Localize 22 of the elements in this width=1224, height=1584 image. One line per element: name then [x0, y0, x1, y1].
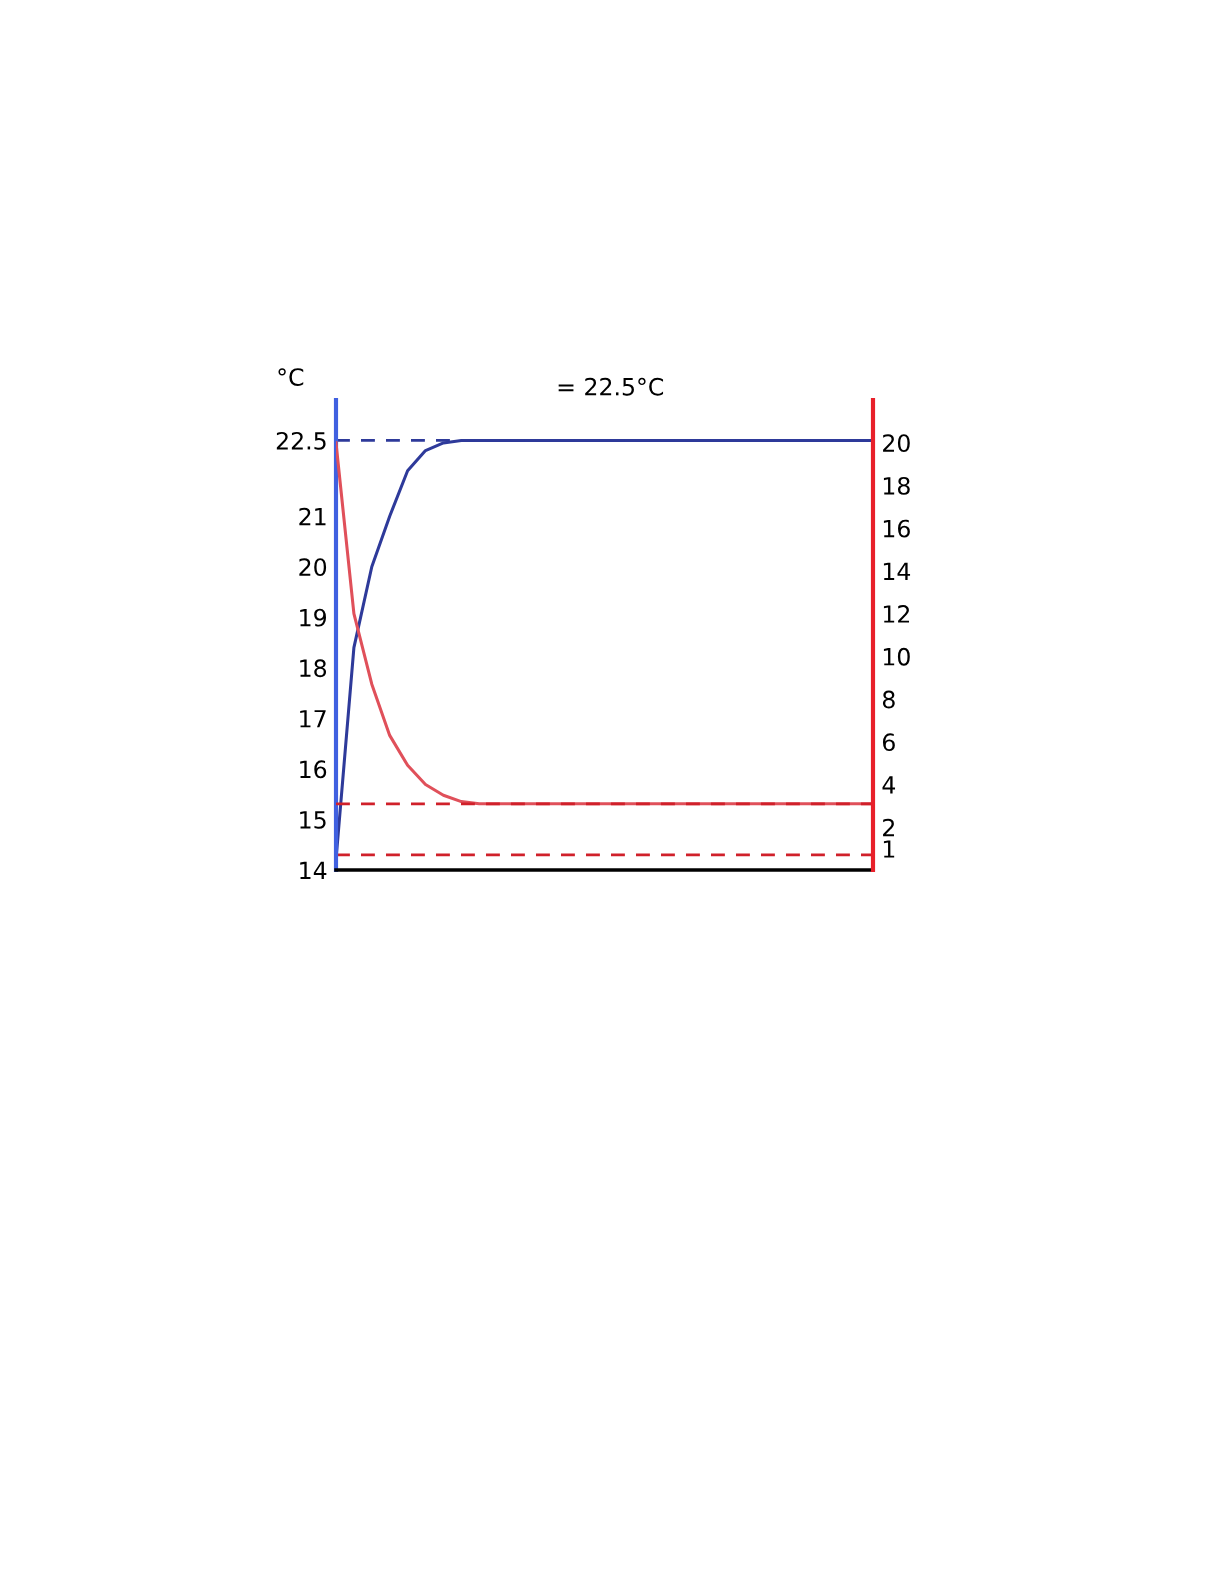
- y2-tick-label: 18: [883, 476, 910, 495]
- y-tick-label: 18: [300, 659, 327, 678]
- y2-tick-label: 1: [883, 840, 895, 858]
- y-tick-label: 20: [299, 558, 327, 577]
- y2-tick-label: 4: [882, 776, 896, 794]
- y2-tick-label: 6: [882, 733, 895, 752]
- text: = 22.5°C: [558, 377, 664, 396]
- y2-tick-label: 16: [883, 519, 910, 538]
- y-tick-label: 14: [300, 861, 327, 879]
- y-axis-title: °C: [278, 368, 304, 387]
- y2-tick-label: 14: [883, 562, 911, 580]
- y-tick-label: 17: [300, 710, 326, 728]
- y2-tick-label: 10: [883, 647, 910, 666]
- y-tick-label: 22.5: [276, 431, 326, 450]
- y-tick-label: 16: [300, 760, 327, 779]
- y2-tick-label: 2: [883, 818, 894, 837]
- y-tick-label: 19: [300, 608, 327, 627]
- y2-tick-label: 12: [883, 605, 910, 623]
- y-tick-label: 15: [300, 811, 326, 829]
- y2-tick-label: 8: [882, 690, 895, 709]
- y2-tick-label: 20: [883, 434, 910, 453]
- y-tick-label: 21: [299, 507, 326, 526]
